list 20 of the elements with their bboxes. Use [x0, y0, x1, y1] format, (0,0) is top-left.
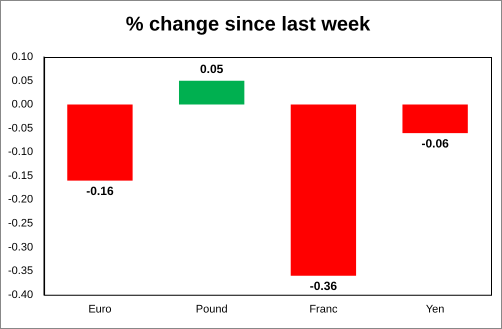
- y-tick-label: -0.10: [8, 146, 34, 158]
- chart-title: % change since last week: [126, 14, 372, 36]
- y-tick-label: -0.05: [8, 122, 34, 134]
- data-label: -0.36: [310, 279, 338, 294]
- data-label: -0.06: [421, 136, 450, 150]
- x-tick-label: Pound: [196, 303, 228, 316]
- x-tick-label: Franc: [309, 303, 338, 316]
- data-label: -0.16: [86, 184, 114, 198]
- y-tick-label: -0.25: [8, 217, 34, 230]
- x-tick-label: Yen: [426, 303, 444, 316]
- data-label: 0.05: [200, 62, 224, 76]
- y-tick-label: 0.05: [12, 74, 34, 87]
- y-tick-label: -0.20: [8, 194, 34, 206]
- y-tick-label: -0.40: [8, 288, 34, 301]
- x-tick-label: Euro: [88, 303, 112, 316]
- y-tick-label: -0.35: [8, 265, 34, 278]
- y-tick-label: -0.30: [8, 241, 34, 254]
- y-tick-label: 0.00: [12, 98, 34, 111]
- y-tick-label: -0.15: [8, 170, 34, 182]
- y-tick-label: 0.10: [12, 51, 34, 64]
